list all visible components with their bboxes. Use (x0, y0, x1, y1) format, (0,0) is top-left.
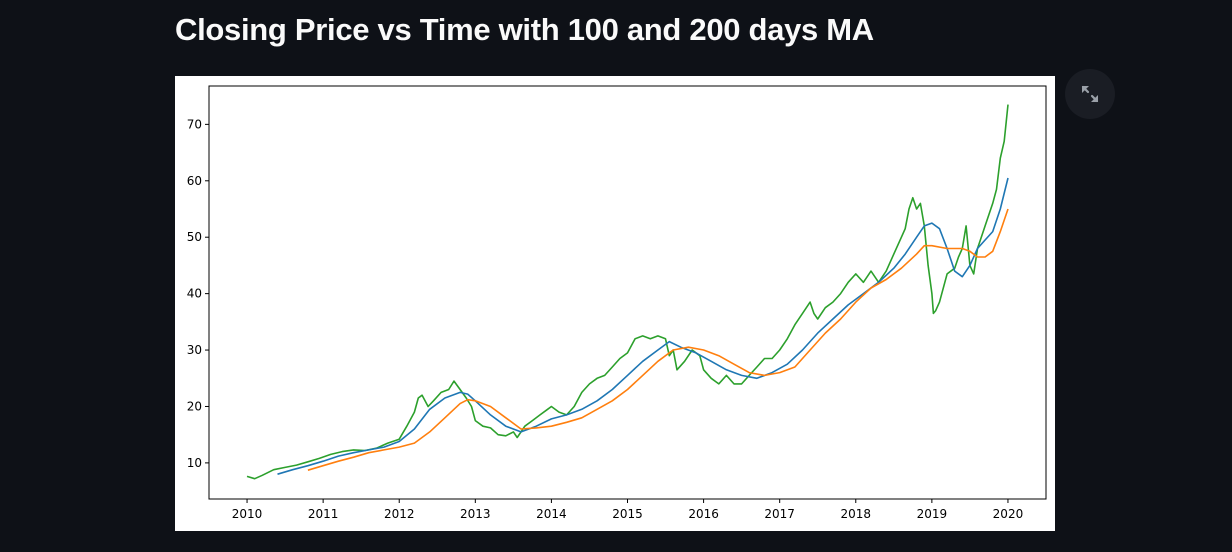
x-tick-label: 2020 (993, 507, 1024, 521)
plot-frame (208, 85, 1047, 500)
x-tick-label: 2016 (688, 507, 719, 521)
fullscreen-button[interactable] (1065, 69, 1115, 119)
y-tick-label: 60 (187, 174, 202, 188)
chart-figure: 2010 2011 2012 2013 2014 2015 2016 2017 2018 2019… (175, 76, 1055, 531)
x-tick-label: 2019 (917, 507, 948, 521)
x-tick-label: 2012 (384, 507, 415, 521)
x-tick-label: 2018 (840, 507, 871, 521)
page-title: Closing Price vs Time with 100 and 200 d… (175, 12, 874, 47)
series-line-0 (246, 104, 1009, 480)
x-tick-label: 2011 (308, 507, 339, 521)
x-tick-label: 2010 (232, 507, 263, 521)
line-chart: 2010 2011 2012 2013 2014 2015 2016 2017 2018 2019… (187, 85, 1047, 521)
x-tick-label: 2013 (460, 507, 491, 521)
y-tick-label: 10 (187, 456, 202, 470)
y-tick-label: 40 (187, 287, 202, 301)
y-tick-label: 50 (187, 230, 202, 244)
x-tick-label: 2014 (536, 507, 567, 521)
x-tick-label: 2017 (764, 507, 795, 521)
fullscreen-expand-icon (1081, 85, 1099, 103)
x-tick-label: 2015 (612, 507, 643, 521)
series-line-2 (307, 208, 1009, 471)
y-tick-label: 20 (187, 399, 202, 413)
y-tick-label: 30 (187, 343, 202, 357)
y-tick-label: 70 (187, 117, 202, 131)
series-line-1 (277, 177, 1009, 475)
